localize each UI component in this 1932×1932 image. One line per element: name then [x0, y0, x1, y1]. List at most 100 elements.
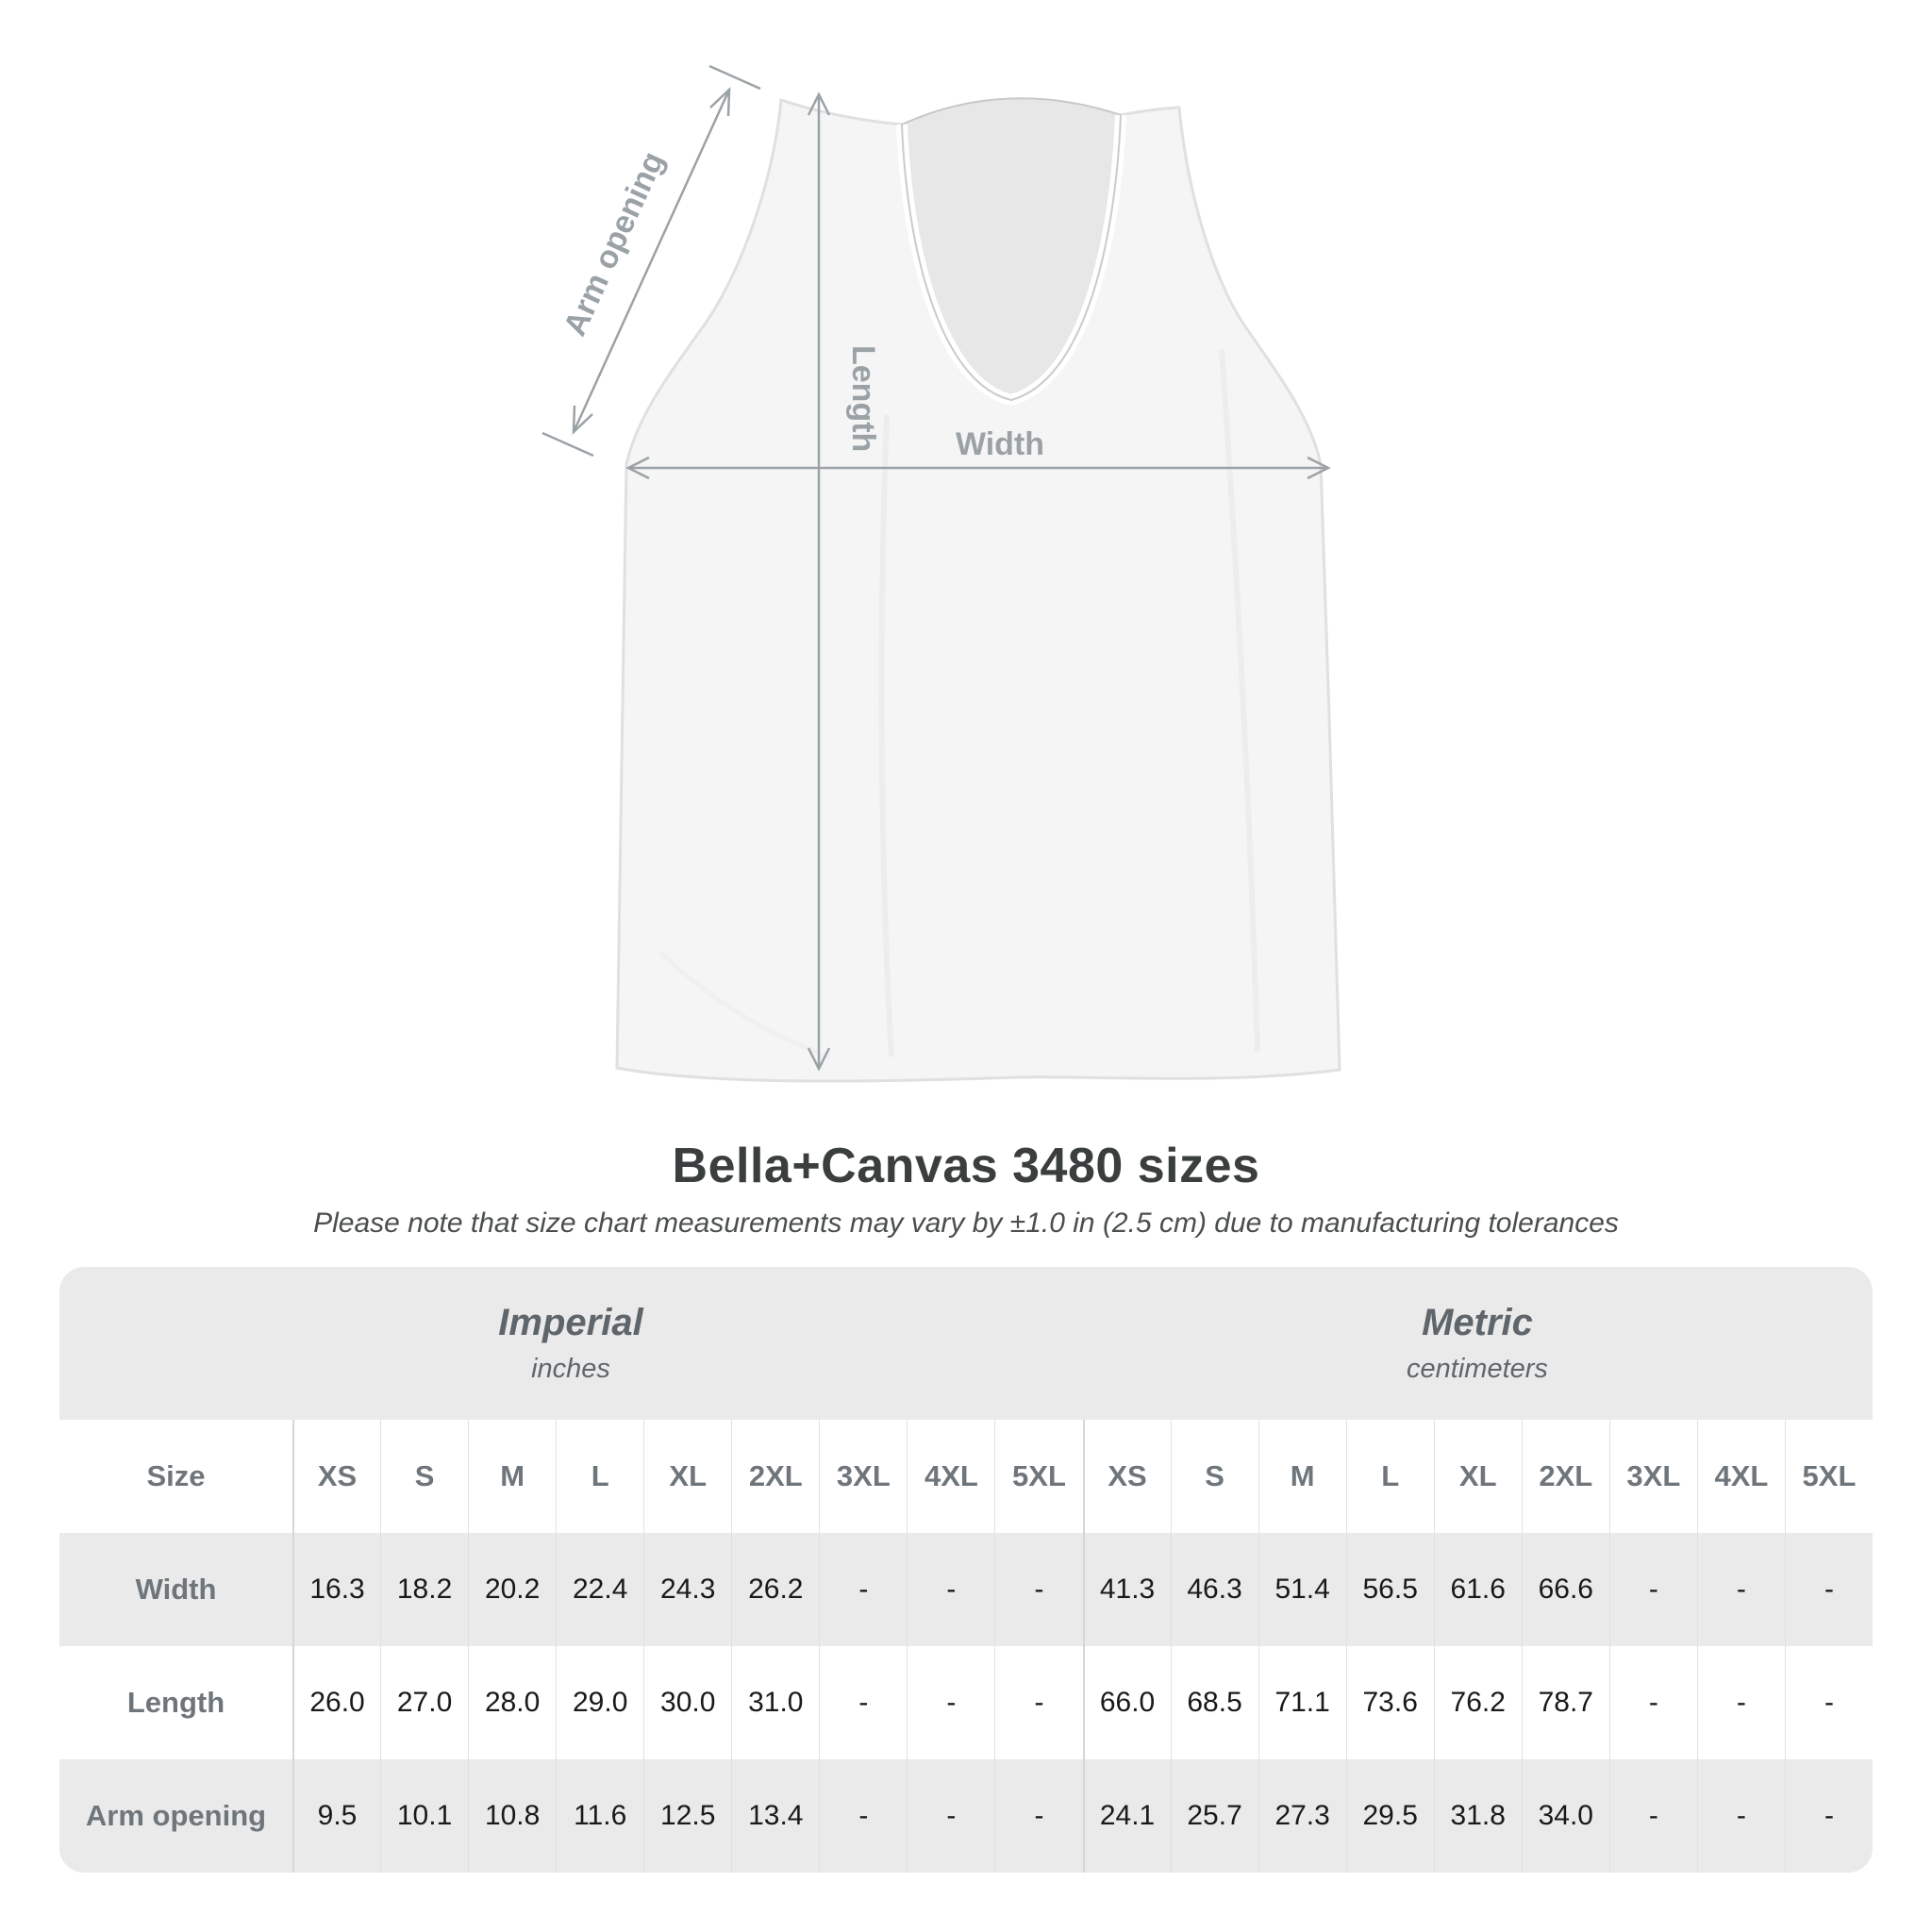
- data-cell: -: [819, 1646, 907, 1759]
- size-col-header: Size: [146, 1459, 206, 1492]
- data-cell: 26.0: [292, 1646, 380, 1759]
- data-cell: -: [907, 1646, 994, 1759]
- tank-top-illustration: Arm opening Length Width: [541, 64, 1341, 1083]
- size-diagram: Arm opening Length Width: [541, 64, 1341, 1083]
- data-cell: 31.0: [731, 1646, 819, 1759]
- page-title: Bella+Canvas 3480 sizes: [672, 1139, 1260, 1193]
- data-cell: 22.4: [556, 1533, 643, 1646]
- table-row-length: Length 26.0 27.0 28.0 29.0 30.0 31.0 - -…: [59, 1646, 1873, 1759]
- data-cell: 10.8: [468, 1759, 556, 1873]
- data-cell: -: [907, 1759, 994, 1873]
- length-arrow: [807, 92, 831, 1072]
- width-label: Width: [956, 426, 1044, 462]
- size-header-cell: L: [1345, 1420, 1434, 1533]
- data-cell: 31.8: [1433, 1759, 1522, 1873]
- size-table: Imperial inches Metric centimeters Size …: [59, 1267, 1873, 1873]
- data-cell: 46.3: [1170, 1533, 1258, 1646]
- data-cell: 71.1: [1257, 1646, 1346, 1759]
- size-header-cell: M: [468, 1420, 556, 1533]
- data-cell: 29.0: [556, 1646, 643, 1759]
- size-header-cell: XS: [1082, 1420, 1171, 1533]
- data-cell: 18.2: [380, 1533, 468, 1646]
- data-cell: 20.2: [468, 1533, 556, 1646]
- data-cell: 30.0: [643, 1646, 731, 1759]
- imperial-label: Imperial: [498, 1302, 643, 1343]
- data-cell: 61.6: [1433, 1533, 1522, 1646]
- size-header-cell: XS: [292, 1420, 380, 1533]
- data-cell: 29.5: [1345, 1759, 1434, 1873]
- imperial-units: inches: [531, 1354, 610, 1384]
- data-cell: 24.3: [643, 1533, 731, 1646]
- data-cell: 73.6: [1345, 1646, 1434, 1759]
- data-cell: 41.3: [1082, 1533, 1171, 1646]
- arm-opening-arrow: [541, 64, 761, 458]
- data-cell: -: [1784, 1646, 1873, 1759]
- data-cell: 66.6: [1521, 1533, 1609, 1646]
- size-header-cell: S: [1170, 1420, 1258, 1533]
- metric-units: centimeters: [1407, 1354, 1548, 1384]
- data-cell: -: [819, 1533, 907, 1646]
- data-cell: -: [1696, 1759, 1785, 1873]
- data-cell: 66.0: [1082, 1646, 1171, 1759]
- size-header-cell: S: [380, 1420, 468, 1533]
- data-cell: 11.6: [556, 1759, 643, 1873]
- data-cell: 78.7: [1521, 1646, 1609, 1759]
- data-cell: -: [1696, 1533, 1785, 1646]
- data-cell: -: [1608, 1759, 1697, 1873]
- imperial-header: Imperial inches: [59, 1267, 1082, 1420]
- size-header-cell: M: [1257, 1420, 1346, 1533]
- data-cell: -: [1784, 1759, 1873, 1873]
- size-header-cell: XL: [1433, 1420, 1522, 1533]
- data-cell: -: [994, 1533, 1082, 1646]
- tolerance-note: Please note that size chart measurements…: [313, 1208, 1619, 1239]
- data-cell: 26.2: [731, 1533, 819, 1646]
- arm-opening-label: Arm opening: [557, 146, 672, 341]
- unit-band: Imperial inches Metric centimeters: [59, 1267, 1873, 1420]
- fabric-crease: [1219, 348, 1260, 1053]
- data-cell: 13.4: [731, 1759, 819, 1873]
- fabric-crease: [878, 414, 894, 1058]
- data-cell: 28.0: [468, 1646, 556, 1759]
- data-cell: -: [1784, 1533, 1873, 1646]
- neck-seam: [901, 114, 1122, 402]
- data-cell: -: [994, 1646, 1082, 1759]
- data-cell: 34.0: [1521, 1759, 1609, 1873]
- size-header-cell: 5XL: [994, 1420, 1082, 1533]
- size-header-cell: XL: [643, 1420, 731, 1533]
- row-label: Width: [135, 1573, 217, 1606]
- size-header-row: Size XS S M L XL 2XL 3XL 4XL 5XL XS S M …: [59, 1420, 1873, 1533]
- size-header-cell: 3XL: [1608, 1420, 1697, 1533]
- size-header-cell: 3XL: [819, 1420, 907, 1533]
- data-cell: 16.3: [292, 1533, 380, 1646]
- size-header-cell: 4XL: [1696, 1420, 1785, 1533]
- data-cell: -: [819, 1759, 907, 1873]
- data-cell: 27.0: [380, 1646, 468, 1759]
- length-label: Length: [845, 345, 881, 452]
- size-header-cell: 2XL: [1521, 1420, 1609, 1533]
- width-arrow: [625, 456, 1331, 480]
- data-cell: 68.5: [1170, 1646, 1258, 1759]
- data-cell: 27.3: [1257, 1759, 1346, 1873]
- table-row-arm-opening: Arm opening 9.5 10.1 10.8 11.6 12.5 13.4…: [59, 1759, 1873, 1873]
- data-cell: 56.5: [1345, 1533, 1434, 1646]
- size-header-cell: 4XL: [907, 1420, 994, 1533]
- data-cell: -: [1696, 1646, 1785, 1759]
- data-cell: -: [907, 1533, 994, 1646]
- data-cell: 9.5: [292, 1759, 380, 1873]
- data-cell: -: [1608, 1646, 1697, 1759]
- data-cell: 76.2: [1433, 1646, 1522, 1759]
- row-label: Arm opening: [85, 1799, 267, 1832]
- data-cell: 25.7: [1170, 1759, 1258, 1873]
- data-cell: 12.5: [643, 1759, 731, 1873]
- table-row-width: Width 16.3 18.2 20.2 22.4 24.3 26.2 - - …: [59, 1533, 1873, 1646]
- data-cell: 51.4: [1257, 1533, 1346, 1646]
- data-cell: 24.1: [1082, 1759, 1171, 1873]
- size-header-cell: 2XL: [731, 1420, 819, 1533]
- data-cell: -: [994, 1759, 1082, 1873]
- metric-label: Metric: [1422, 1302, 1533, 1343]
- size-header-cell: 5XL: [1784, 1420, 1873, 1533]
- data-cell: -: [1608, 1533, 1697, 1646]
- data-cell: 10.1: [380, 1759, 468, 1873]
- metric-header: Metric centimeters: [1082, 1267, 1873, 1420]
- row-label: Length: [126, 1686, 225, 1719]
